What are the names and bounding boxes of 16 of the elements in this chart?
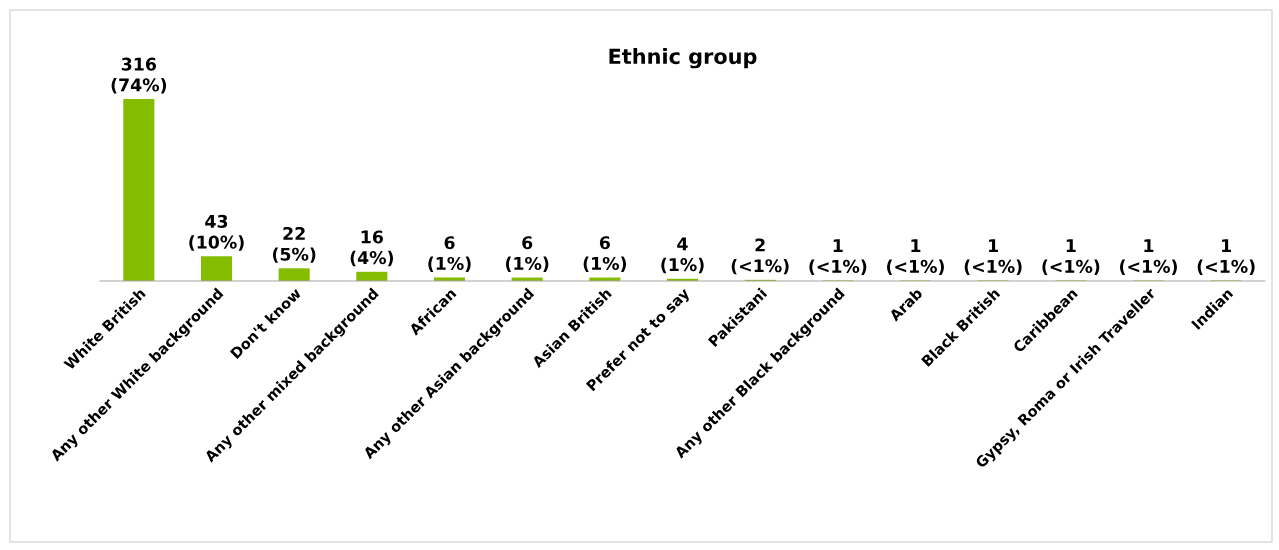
- chart-title: Ethnic group: [609, 48, 757, 69]
- data-label: 1 (<1%): [809, 239, 867, 275]
- data-label: 6 (1%): [583, 236, 627, 273]
- data-label: 43 (10%): [189, 214, 244, 251]
- data-label: 6 (1%): [428, 236, 471, 273]
- data-label: 6 (1%): [505, 236, 549, 273]
- data-label: 22 (5%): [272, 226, 316, 263]
- data-label: 4 (1%): [661, 237, 704, 274]
- data-label: 1 (<1%): [1120, 239, 1177, 275]
- data-label: 2 (<1%): [731, 238, 789, 275]
- data-label: 1 (<1%): [887, 239, 944, 275]
- data-label: 316 (74%): [111, 57, 167, 94]
- data-label: 1 (<1%): [1042, 239, 1100, 275]
- data-label: 1 (<1%): [964, 239, 1022, 275]
- data-label: 1 (<1%): [1197, 239, 1255, 275]
- data-label: 16 (4%): [350, 230, 394, 267]
